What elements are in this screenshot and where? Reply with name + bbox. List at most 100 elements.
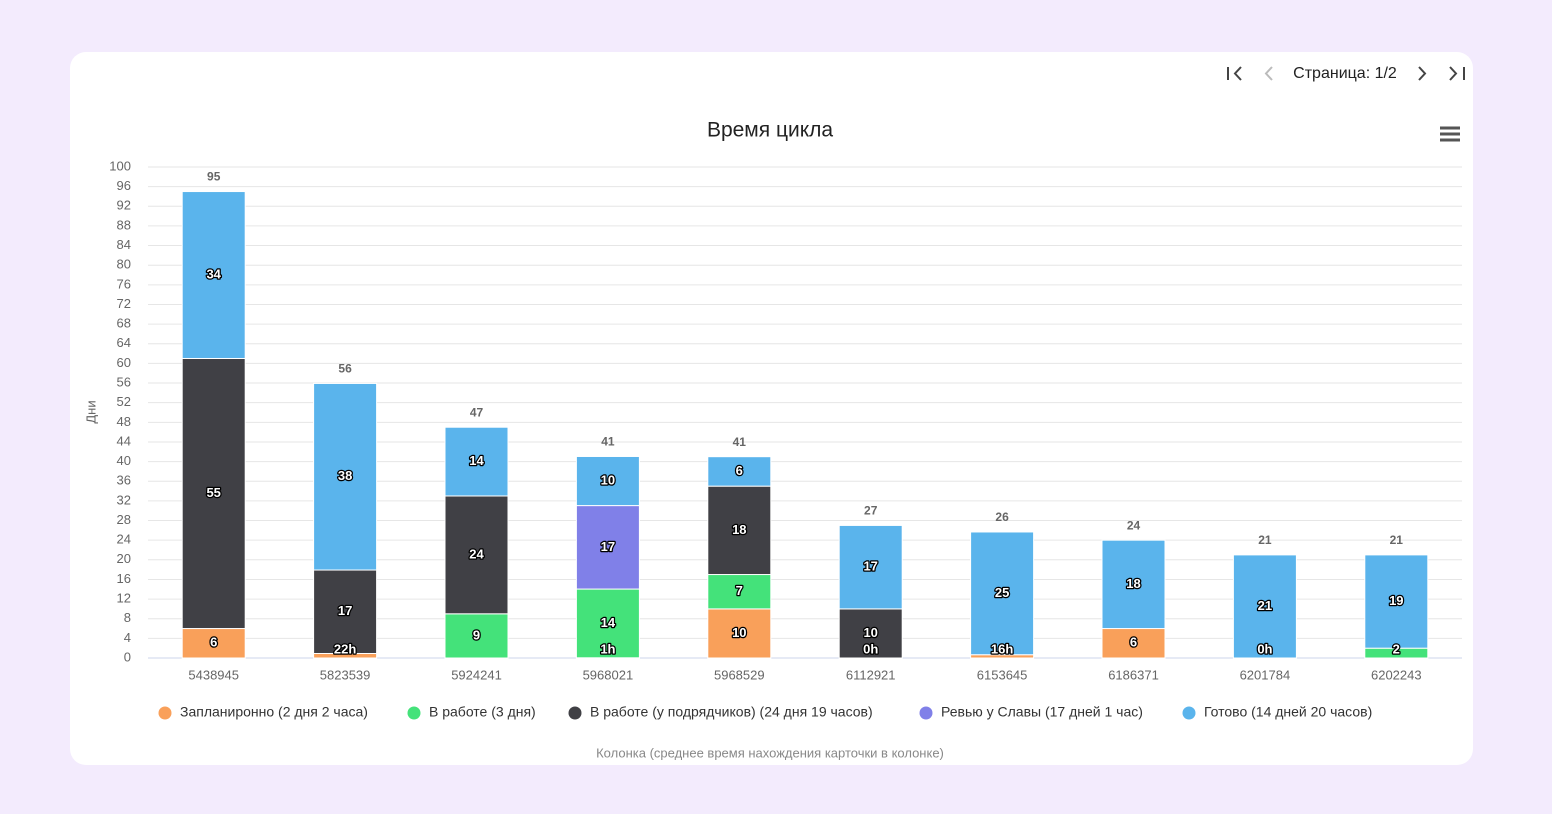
data-label: 17 — [863, 559, 877, 574]
bar-segment — [181, 628, 246, 659]
bar-segment — [575, 505, 640, 590]
y-tick-label: 0 — [124, 649, 131, 664]
data-label: 55 — [206, 485, 220, 500]
data-label: 1h — [600, 641, 615, 656]
y-tick-label: 100 — [109, 158, 131, 173]
data-label: 34 — [206, 266, 221, 281]
total-label: 95 — [207, 170, 221, 184]
bar-segment — [707, 608, 772, 659]
legend-marker — [1182, 706, 1196, 720]
legend-marker — [407, 706, 421, 720]
bar-segment — [575, 588, 640, 659]
y-tick-label: 72 — [117, 296, 131, 311]
bar-segment — [181, 357, 246, 630]
data-label: 0h — [863, 641, 878, 656]
y-tick-label: 80 — [117, 257, 131, 272]
y-tick-label: 12 — [117, 591, 131, 606]
bar-segment — [707, 574, 772, 610]
bar-segment — [1101, 539, 1166, 630]
y-tick-label: 64 — [117, 335, 131, 350]
y-tick-label: 28 — [117, 512, 131, 527]
y-tick-label: 48 — [117, 414, 131, 429]
x-tick-label: 5823539 — [320, 667, 371, 682]
data-label: 10 — [732, 625, 746, 640]
data-label: 17 — [601, 539, 615, 554]
y-tick-label: 36 — [117, 473, 131, 488]
total-label: 26 — [995, 510, 1009, 524]
legend-marker — [568, 706, 582, 720]
data-label: 14 — [601, 615, 616, 630]
y-tick-label: 16 — [117, 571, 131, 586]
y-tick-label: 88 — [117, 217, 131, 232]
bar-segment — [181, 191, 246, 359]
y-tick-label: 40 — [117, 453, 131, 468]
y-tick-label: 96 — [117, 178, 131, 193]
total-label: 24 — [1127, 518, 1141, 532]
bar-segment — [838, 524, 903, 610]
bar-segment — [970, 531, 1035, 656]
chart-title: Время цикла — [707, 119, 833, 142]
legend-marker — [158, 706, 172, 720]
data-label: 21 — [1258, 598, 1272, 613]
first-page-button[interactable] — [1227, 66, 1242, 81]
total-label: 56 — [338, 362, 352, 376]
x-tick-label: 5968529 — [714, 667, 765, 682]
y-tick-label: 8 — [124, 610, 131, 625]
data-label: 10 — [863, 625, 877, 640]
bar-segment — [444, 426, 509, 497]
page-indicator: Страница: 1/2 — [1293, 65, 1397, 82]
legend-label: В работе (3 дня) — [429, 704, 536, 720]
y-axis-title: Дни — [83, 400, 98, 423]
data-label: 14 — [469, 453, 484, 468]
y-tick-label: 92 — [117, 198, 131, 213]
total-label: 41 — [601, 435, 615, 449]
y-tick-label: 76 — [117, 276, 131, 291]
y-tick-label: 4 — [124, 630, 131, 645]
y-tick-label: 52 — [117, 394, 131, 409]
data-label: 10 — [601, 472, 615, 487]
data-label: 6 — [736, 463, 743, 478]
bar-segment — [313, 382, 378, 571]
data-label: 17 — [338, 603, 352, 618]
bar-segment — [838, 608, 903, 659]
prev-page-button[interactable] — [1264, 66, 1273, 81]
menu-button[interactable] — [1440, 126, 1460, 142]
x-tick-label: 6201784 — [1240, 667, 1291, 682]
data-label: 16h — [991, 641, 1013, 656]
data-label: 38 — [338, 468, 352, 483]
x-tick-label: 5924241 — [451, 667, 502, 682]
x-tick-label: 5438945 — [188, 667, 239, 682]
next-page-button[interactable] — [1418, 66, 1427, 81]
bar-segment — [1364, 554, 1429, 649]
legend-label: Ревью у Славы (17 дней 1 час) — [941, 704, 1143, 720]
x-tick-label: 6186371 — [1108, 667, 1159, 682]
data-label: 7 — [736, 583, 743, 598]
bar-segment — [707, 485, 772, 576]
bar-segment — [707, 456, 772, 487]
x-tick-label: 6112921 — [846, 667, 896, 682]
legend-label: Запланиронно (2 дня 2 часа) — [180, 704, 368, 720]
y-tick-label: 24 — [117, 532, 131, 547]
y-tick-label: 84 — [117, 237, 131, 252]
y-tick-label: 32 — [117, 492, 131, 507]
x-tick-label: 5968021 — [583, 667, 634, 682]
y-tick-label: 44 — [117, 433, 131, 448]
last-page-button[interactable] — [1449, 66, 1465, 81]
data-label: 6 — [210, 635, 217, 650]
total-label: 47 — [470, 405, 484, 419]
y-tick-label: 20 — [117, 551, 131, 566]
data-label: 6 — [1130, 635, 1137, 650]
x-tick-label: 6202243 — [1371, 667, 1422, 682]
data-label: 18 — [732, 522, 746, 537]
data-label: 0h — [1257, 641, 1272, 656]
data-label: 2 — [1393, 641, 1400, 656]
data-label: 18 — [1126, 576, 1140, 591]
legend-title: Колонка (среднее время нахождения карточ… — [596, 745, 944, 760]
legend-label: Готово (14 дней 20 часов) — [1204, 704, 1372, 720]
bar-segment — [575, 455, 640, 507]
data-label: 22h — [334, 641, 356, 656]
bar-segment — [1232, 554, 1297, 659]
total-label: 27 — [864, 504, 878, 518]
